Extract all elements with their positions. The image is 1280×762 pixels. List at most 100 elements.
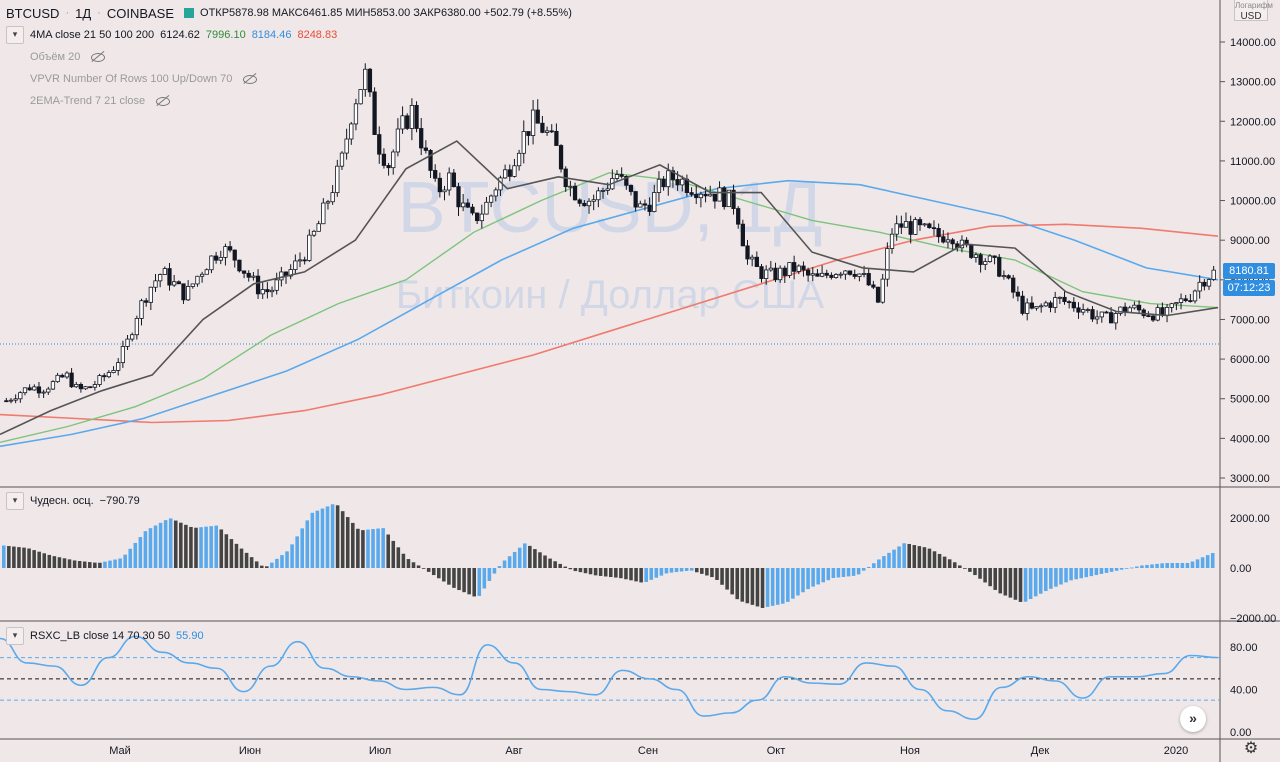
ao-bar	[887, 552, 891, 568]
ao-bar	[720, 568, 724, 585]
ao-bar	[108, 560, 112, 568]
candle-up	[708, 193, 713, 197]
collapse-chevron-icon[interactable]: ▾	[6, 26, 24, 44]
collapse-chevron-icon[interactable]: ▾	[6, 627, 24, 645]
ao-bar	[1054, 568, 1058, 587]
candle-down	[213, 255, 219, 261]
candle-up	[889, 233, 895, 249]
countdown-tag: 07:12:23	[1223, 280, 1275, 296]
ao-bar	[280, 555, 284, 568]
ao-bar	[391, 540, 396, 568]
rsx-legend[interactable]: ▾ RSXC_LB close 14 70 30 50 55.90	[6, 627, 210, 645]
candle-down	[78, 384, 84, 390]
vpvr-legend[interactable]: VPVR Number Of Rows 100 Up/Down 70	[30, 70, 264, 88]
candle-up	[568, 185, 573, 188]
hidden-eye-icon[interactable]	[90, 51, 106, 63]
candle-up	[209, 255, 214, 271]
ao-bar	[315, 510, 320, 568]
hidden-eye-icon[interactable]	[155, 95, 171, 107]
candle-down	[642, 203, 648, 206]
candle-up	[349, 123, 354, 140]
candle-up	[1178, 298, 1184, 303]
candle-down	[997, 257, 1002, 277]
candle-down	[255, 275, 261, 295]
candle-up	[764, 269, 769, 279]
ao-bar	[725, 568, 729, 590]
ao-bar	[1003, 568, 1008, 596]
ao-bar	[846, 568, 851, 577]
candle-down	[624, 176, 629, 186]
candle-down	[549, 130, 554, 133]
candle-up	[544, 130, 550, 133]
candle-down	[759, 266, 764, 279]
symbol-label[interactable]: BTCUSD	[6, 5, 60, 21]
scroll-to-realtime-button[interactable]: »	[1180, 706, 1206, 732]
currency-selector[interactable]: Логарифм USD	[1234, 0, 1273, 22]
ao-bar	[679, 568, 684, 572]
candle-up	[195, 275, 200, 285]
gear-icon[interactable]: ⚙	[1243, 740, 1259, 757]
ao-bar	[401, 553, 406, 568]
ao-tick-label: −2000.00	[1230, 613, 1276, 625]
candle-up	[190, 283, 195, 287]
ao-bar	[851, 568, 856, 576]
candle-up	[92, 384, 98, 388]
ao-bar	[1064, 568, 1068, 583]
volume-legend[interactable]: Объём 20	[30, 48, 112, 66]
candle-up	[810, 273, 815, 276]
ao-bar	[1210, 553, 1215, 568]
ao-bar	[184, 524, 188, 568]
ao-bar	[351, 522, 355, 568]
ao-tick-label: 2000.00	[1230, 513, 1270, 525]
ao-legend[interactable]: ▾ Чудесн. осц. −790.79	[6, 492, 146, 510]
ao-bar	[760, 568, 765, 608]
candle-down	[507, 169, 512, 177]
candle-up	[158, 274, 163, 282]
ao-bar	[214, 525, 219, 568]
hidden-eye-icon[interactable]	[242, 73, 258, 85]
ao-bar	[411, 562, 416, 568]
ao-bar	[1170, 563, 1175, 568]
candle-up	[311, 230, 317, 236]
ao-bar	[472, 568, 476, 597]
candle-up	[1174, 302, 1179, 305]
rsx-tick-label: 80.00	[1230, 642, 1258, 654]
time-tick-label: Сен	[638, 745, 658, 757]
ao-bar	[310, 512, 315, 568]
candle-down	[69, 372, 74, 388]
ao-bar	[204, 526, 208, 568]
price-tick-label: 13000.00	[1230, 77, 1276, 89]
ao-bar	[376, 528, 380, 568]
ao-bar	[325, 506, 330, 568]
ao-bar	[77, 561, 82, 568]
ao-bar	[958, 565, 962, 568]
collapse-chevron-icon[interactable]: ▾	[6, 492, 24, 510]
candle-down	[740, 223, 745, 247]
ao-bar	[603, 568, 608, 577]
candle-up	[521, 131, 526, 154]
interval-label[interactable]: 1Д	[75, 5, 92, 21]
ao-bar	[123, 554, 127, 568]
candle-down	[144, 300, 149, 303]
ao-bar	[715, 568, 719, 580]
ao-bar	[755, 568, 760, 607]
candle-up	[409, 104, 415, 129]
ao-bar	[295, 536, 299, 568]
candle-up	[1099, 311, 1104, 318]
ao-bar	[988, 568, 992, 587]
ao-bar	[168, 518, 173, 568]
candle-up	[260, 289, 265, 295]
ao-bar	[2, 545, 6, 568]
ao-bar	[17, 547, 21, 568]
candle-down	[852, 273, 857, 277]
ema-legend[interactable]: 2EMA-Trend 7 21 close	[30, 92, 177, 110]
candle-up	[880, 278, 885, 303]
ao-bar	[361, 530, 365, 568]
candle-up	[1043, 302, 1048, 307]
ao-bar	[224, 534, 229, 568]
ao-bar	[62, 558, 67, 568]
ma100-value: 8184.46	[251, 29, 292, 41]
candle-down	[931, 227, 937, 230]
ma-legend[interactable]: ▾ 4MA close 21 50 100 200 6124.62 7996.1…	[6, 26, 343, 44]
